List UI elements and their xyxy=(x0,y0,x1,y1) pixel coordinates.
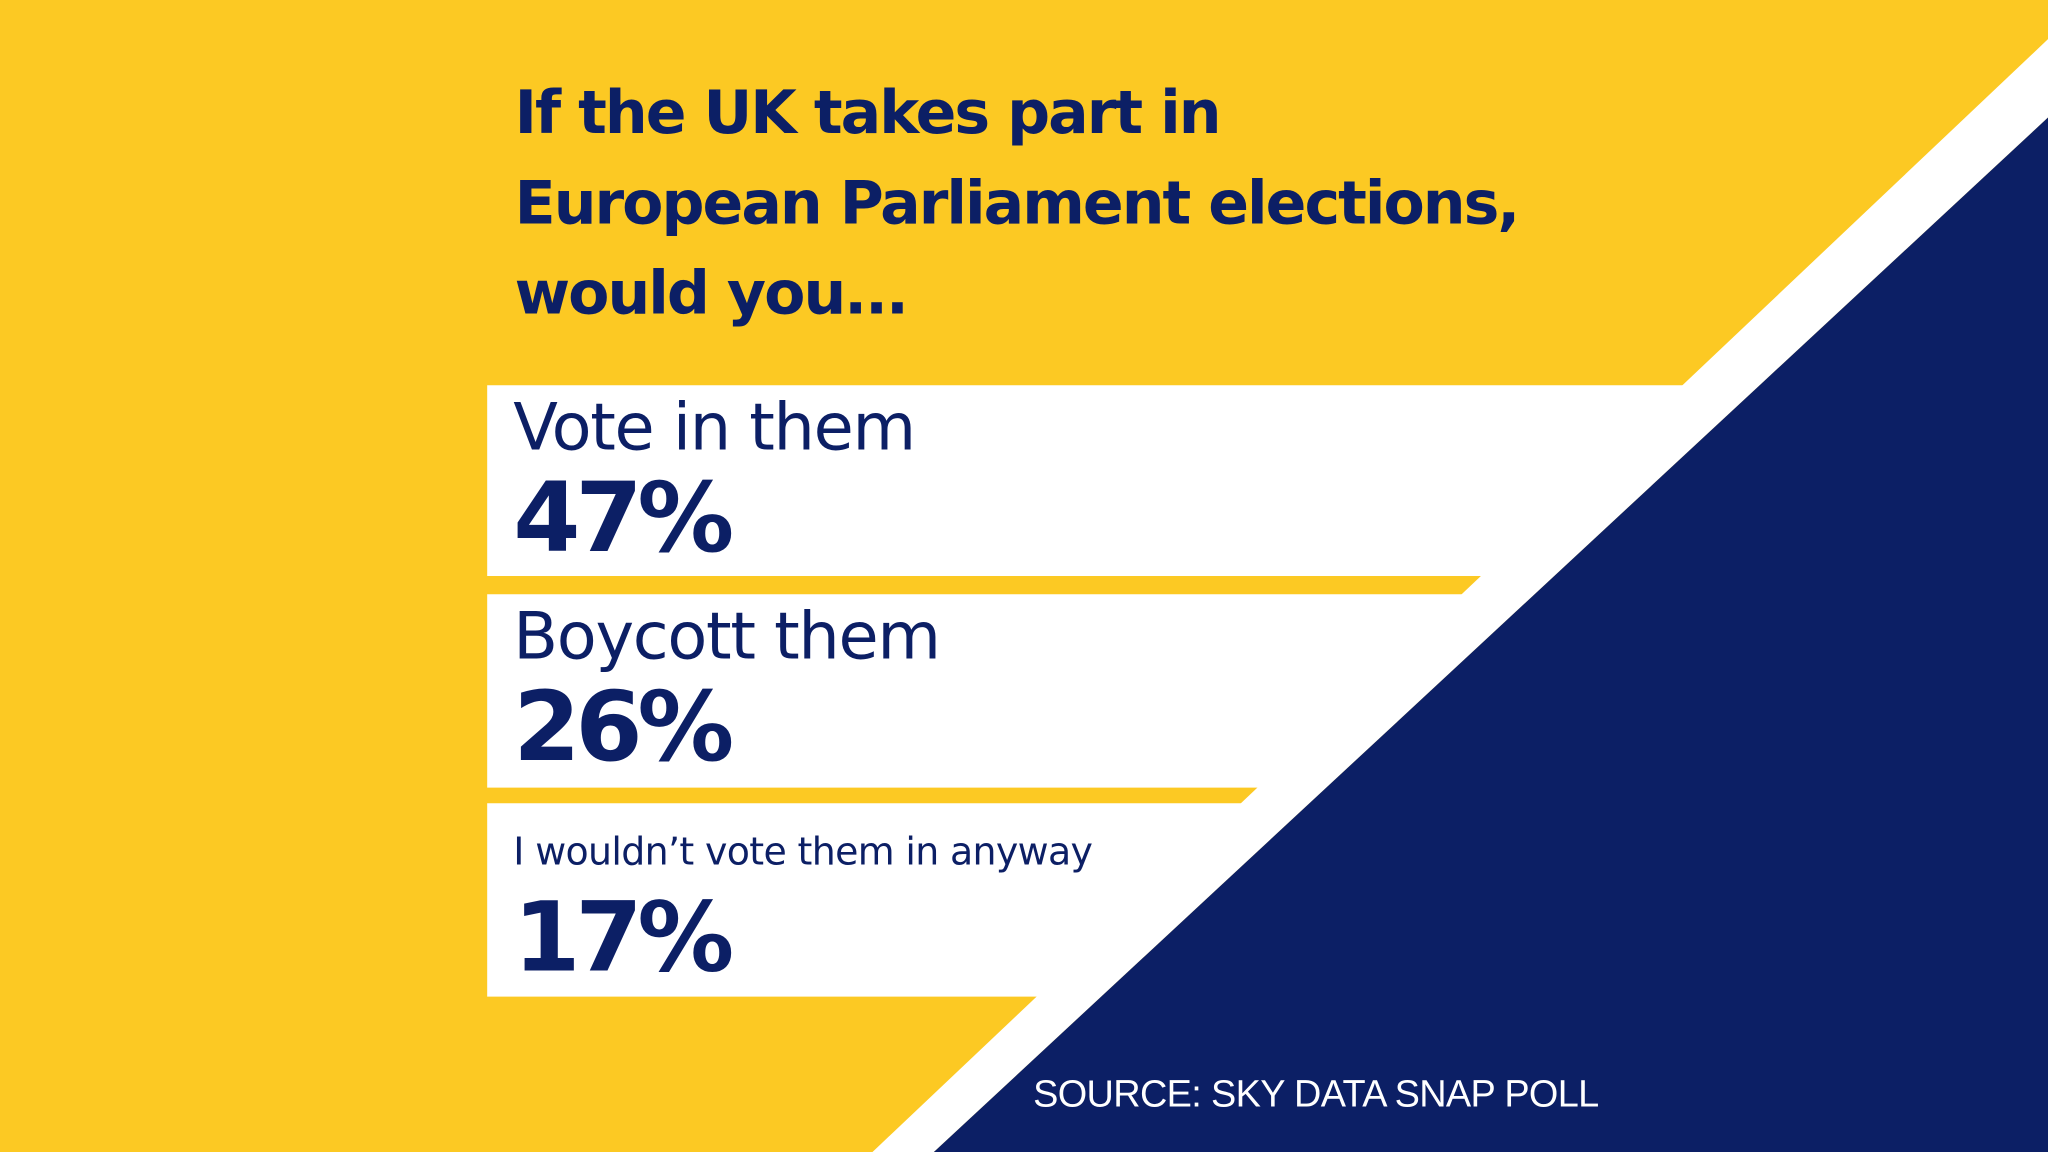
result-card-1 xyxy=(487,385,1688,576)
result-value: 26% xyxy=(513,671,734,784)
result-label: Vote in them xyxy=(513,389,916,465)
title-line-2: European Parliament elections, xyxy=(514,167,1521,238)
result-item-vote: Vote in them 47% xyxy=(513,388,916,575)
result-item-wouldnt-vote: I wouldn’t vote them in anyway 17% xyxy=(513,825,1093,994)
source-note: SOURCE: SKY DATA SNAP POLL xyxy=(1033,1073,1599,1116)
result-value: 47% xyxy=(513,462,734,575)
title-line-3: would you... xyxy=(514,257,909,328)
navy-panel xyxy=(933,117,2048,1152)
result-item-boycott: Boycott them 26% xyxy=(513,597,941,784)
title-line-1: If the UK takes part in xyxy=(514,77,1222,148)
result-value: 17% xyxy=(513,881,734,994)
result-label: I wouldn’t vote them in anyway xyxy=(513,829,1093,874)
result-card-3 xyxy=(487,803,1252,997)
chart-title: If the UK takes part in European Parliam… xyxy=(515,68,1691,338)
result-label: Boycott them xyxy=(513,598,941,674)
result-card-2 xyxy=(487,594,1474,788)
